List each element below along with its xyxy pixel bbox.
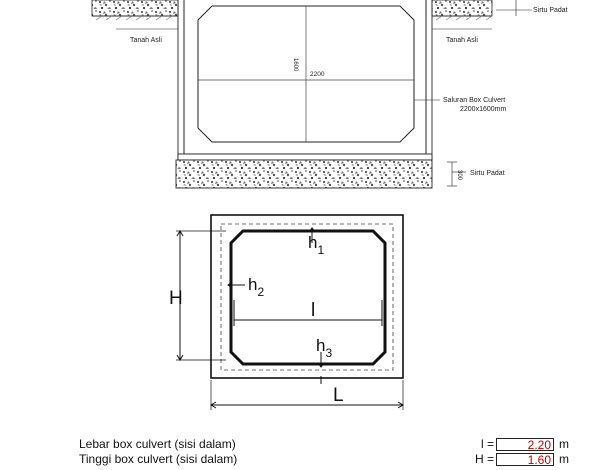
sirtu-top-label: Sirtu Padat bbox=[533, 7, 568, 14]
schematic-dashed-box bbox=[220, 223, 394, 371]
l-label: l bbox=[311, 300, 315, 321]
parameter-label: Lebar box culvert (sisi dalam) bbox=[79, 437, 236, 451]
h3-label: h3 bbox=[316, 336, 332, 360]
sirtu-bottom bbox=[175, 159, 433, 189]
culvert-name-label: Saluran Box Culvert bbox=[443, 97, 505, 104]
base-slab bbox=[177, 153, 433, 161]
base-dim-label: 300 bbox=[456, 170, 462, 181]
parameter-unit: m bbox=[559, 437, 569, 451]
parameter-symbol: H = bbox=[474, 452, 494, 466]
L-label: L bbox=[333, 385, 344, 406]
parameter-unit: m bbox=[559, 452, 569, 466]
ground-hatch-right bbox=[435, 15, 493, 21]
ground-hatch-left bbox=[95, 15, 173, 21]
tanah-right-label: Tanah Asli bbox=[446, 37, 478, 44]
L-dim-arrow-right bbox=[397, 401, 404, 409]
h2-label: h2 bbox=[248, 275, 264, 299]
cross-section: 1600 2200 Sirtu Padat Tanah Asli Tanah A… bbox=[91, 0, 568, 189]
L-dim-arrow-left bbox=[210, 401, 217, 409]
parameter-value[interactable]: 2.20 bbox=[496, 438, 554, 452]
parameter-row: Lebar box culvert (sisi dalam) l = 2.20 … bbox=[0, 437, 600, 453]
parameter-value[interactable]: 1.60 bbox=[496, 453, 554, 467]
h3-arrow-head bbox=[317, 362, 325, 368]
culvert-size-label: 2200x1600mm bbox=[460, 106, 506, 113]
H-dim-arrow-top bbox=[176, 230, 184, 237]
parameter-row: Tinggi box culvert (sisi dalam) H = 1.60… bbox=[0, 452, 600, 468]
h1-arrow-head bbox=[308, 227, 316, 233]
parameter-symbol: l = bbox=[480, 437, 494, 451]
sirtu-top-left bbox=[91, 0, 179, 17]
schematic: h1 h2 l h3 H L bbox=[169, 214, 404, 410]
width-dim-label: 2200 bbox=[310, 71, 325, 78]
sirtu-bottom-label: Sirtu Padat bbox=[470, 170, 505, 177]
parameter-label: Tinggi box culvert (sisi dalam) bbox=[79, 452, 238, 466]
height-dim-label: 1600 bbox=[292, 58, 298, 72]
H-dim-arrow-bottom bbox=[176, 354, 184, 361]
tanah-left-label: Tanah Asli bbox=[130, 37, 162, 44]
H-label: H bbox=[169, 288, 183, 309]
sirtu-top-right bbox=[431, 0, 493, 17]
h1-label: h1 bbox=[308, 233, 324, 257]
h2-arrow-head bbox=[227, 281, 233, 289]
schematic-inner-box bbox=[229, 229, 387, 366]
